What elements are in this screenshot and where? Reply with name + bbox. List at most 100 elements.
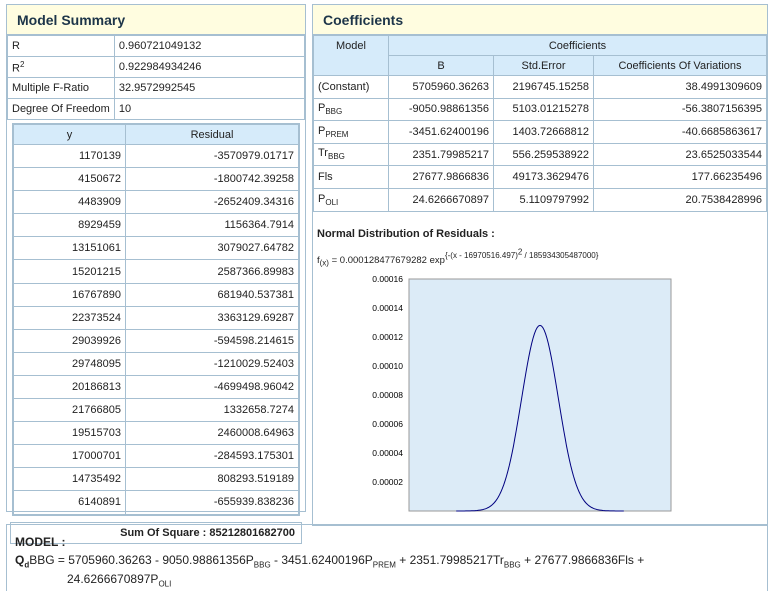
cell-y: 21766805 bbox=[13, 398, 126, 423]
model-summary-stats: R 0.960721049132 R2 0.922984934246 Multi… bbox=[7, 35, 306, 120]
model-summary-title: Model Summary bbox=[7, 5, 305, 35]
y-tick-label: 0.00002 bbox=[372, 477, 403, 487]
cell-y: 17000701 bbox=[13, 444, 126, 469]
coefficients-table: Model Coefficients B Std.Error Coefficie… bbox=[313, 35, 767, 212]
coefficients-title: Coefficients bbox=[313, 5, 767, 35]
cell-std-error: 1403.72668812 bbox=[493, 120, 594, 144]
y-axis-ticks: 0.00016 0.00014 0.00012 0.00010 0.00008 0.000… bbox=[372, 274, 403, 487]
coefficients-panel: Coefficients Model Coefficients B Std.Er… bbox=[312, 4, 768, 526]
cell-model: TrBBG bbox=[313, 142, 389, 167]
residual-table-wrapper: y Residual 1170139 -3570979.01717 4150672-… bbox=[12, 123, 300, 516]
cell-residual: 681940.537381 bbox=[125, 282, 299, 307]
model-equation-line1: QdBBG = 5705960.36263 - 9050.98861356PBB… bbox=[15, 553, 645, 570]
cell-residual: 2460008.64963 bbox=[125, 421, 299, 446]
cell-std-error: 49173.3629476 bbox=[493, 165, 594, 189]
cell-residual: -3570979.01717 bbox=[125, 143, 299, 169]
cell-b: 24.6266670897 bbox=[388, 187, 494, 212]
stat-label: Multiple F-Ratio bbox=[7, 77, 115, 99]
cell-std-error: 5.1109797992 bbox=[493, 187, 594, 212]
cell-y: 13151061 bbox=[13, 236, 126, 261]
model-equation-box: MODEL : QdBBG = 5705960.36263 - 9050.988… bbox=[6, 524, 768, 591]
table-row: 4150672 -1800742.39258 bbox=[13, 167, 299, 192]
cell-residual: -1210029.52403 bbox=[125, 351, 299, 376]
y-tick-label: 0.00010 bbox=[372, 361, 403, 371]
cell-y: 6140891 bbox=[13, 490, 126, 515]
cell-residual: -284593.175301 bbox=[125, 444, 299, 469]
stat-value: 0.960721049132 bbox=[113, 35, 306, 57]
normal-distribution-chart: 0.00016 0.00014 0.00012 0.00010 0.00008 0.000… bbox=[372, 274, 672, 512]
residual-table: y Residual 1170139 -3570979.01717 4150672-… bbox=[13, 124, 299, 515]
table-row: Fls 27677.9866836 49173.3629476 177.6623549… bbox=[313, 165, 767, 189]
cell-y: 29748095 bbox=[13, 351, 126, 376]
cell-residual: 2587366.89983 bbox=[125, 259, 299, 284]
stat-value: 32.9572992545 bbox=[113, 77, 306, 99]
table-row: 1170139 -3570979.01717 bbox=[13, 143, 299, 169]
column-header-y: y bbox=[13, 124, 126, 145]
cell-cov: -40.6685863617 bbox=[593, 120, 767, 144]
cell-y: 14735492 bbox=[13, 467, 126, 492]
table-row: 21766805 1332658.7274 bbox=[13, 398, 299, 423]
cell-y: 15201215 bbox=[13, 259, 126, 284]
y-tick-label: 0.00006 bbox=[372, 419, 403, 429]
column-header-coefficients-group: Coefficients bbox=[388, 35, 767, 56]
table-row: POLI 24.6266670897 5.1109797992 20.75384289… bbox=[313, 187, 767, 212]
stat-value: 10 bbox=[113, 98, 306, 120]
y-tick-label: 0.00012 bbox=[372, 332, 403, 342]
cell-y: 4483909 bbox=[13, 190, 126, 215]
table-row: 8929459 1156364.7914 bbox=[13, 213, 299, 238]
cell-y: 20186813 bbox=[13, 374, 126, 400]
column-header-b: B bbox=[388, 55, 494, 76]
cell-residual: -4699498.96042 bbox=[125, 374, 299, 400]
cell-model: PPREM bbox=[313, 120, 389, 144]
table-row: 15201215 2587366.89983 bbox=[13, 259, 299, 284]
cell-y: 1170139 bbox=[13, 143, 126, 169]
cell-b: -3451.62400196 bbox=[388, 120, 494, 144]
column-header-model: Model bbox=[313, 35, 389, 76]
cell-std-error: 2196745.15258 bbox=[493, 75, 594, 99]
stat-row-r: R 0.960721049132 bbox=[7, 35, 306, 57]
cell-cov: 20.7538428996 bbox=[593, 187, 767, 212]
y-tick-label: 0.00016 bbox=[372, 274, 403, 284]
table-row: 16767890 681940.537381 bbox=[13, 282, 299, 307]
cell-cov: 177.66235496 bbox=[593, 165, 767, 189]
column-header-cov: Coefficients Of Variations bbox=[593, 55, 767, 76]
table-row: 29039926 -594598.214615 bbox=[13, 328, 299, 353]
cell-b: 2351.79985217 bbox=[388, 142, 494, 167]
stat-row-r2: R2 0.922984934246 bbox=[7, 56, 306, 78]
cell-cov: 23.6525033544 bbox=[593, 142, 767, 167]
stat-row-f-ratio: Multiple F-Ratio 32.9572992545 bbox=[7, 77, 306, 99]
table-row: 29748095 -1210029.52403 bbox=[13, 351, 299, 376]
cell-y: 22373524 bbox=[13, 305, 126, 330]
cell-residual: -2652409.34316 bbox=[125, 190, 299, 215]
cell-model: (Constant) bbox=[313, 75, 389, 99]
model-label: MODEL : bbox=[15, 535, 66, 549]
y-tick-label: 0.00004 bbox=[372, 448, 403, 458]
table-row: 6140891 -655939.838236 bbox=[13, 490, 299, 515]
cell-residual: 1332658.7274 bbox=[125, 398, 299, 423]
stat-row-dof: Degree Of Freedom 10 bbox=[7, 98, 306, 120]
cell-residual: -1800742.39258 bbox=[125, 167, 299, 192]
sum-of-square: Sum Of Square : 85212801682700 bbox=[10, 521, 302, 544]
cell-residual: 3079027.64782 bbox=[125, 236, 299, 261]
stat-label: R bbox=[7, 35, 115, 57]
cell-std-error: 5103.01215278 bbox=[493, 97, 594, 122]
table-row: 20186813 -4699498.96042 bbox=[13, 374, 299, 400]
stat-label: R2 bbox=[7, 56, 115, 78]
y-tick-label: 0.00014 bbox=[372, 303, 403, 313]
cell-residual: 1156364.7914 bbox=[125, 213, 299, 238]
distribution-curve bbox=[456, 324, 624, 512]
cell-y: 19515703 bbox=[13, 421, 126, 446]
cell-model: PBBG bbox=[313, 97, 389, 122]
cell-y: 4150672 bbox=[13, 167, 126, 192]
cell-b: -9050.98861356 bbox=[388, 97, 494, 122]
y-tick-label: 0.00008 bbox=[372, 390, 403, 400]
cell-b: 5705960.36263 bbox=[388, 75, 494, 99]
table-row: 17000701 -284593.175301 bbox=[13, 444, 299, 469]
cell-y: 8929459 bbox=[13, 213, 126, 238]
column-header-std-error: Std.Error bbox=[493, 55, 594, 76]
table-row: 19515703 2460008.64963 bbox=[13, 421, 299, 446]
cell-y: 29039926 bbox=[13, 328, 126, 353]
table-row: 13151061 3079027.64782 bbox=[13, 236, 299, 261]
cell-y: 16767890 bbox=[13, 282, 126, 307]
cell-model: POLI bbox=[313, 187, 389, 212]
